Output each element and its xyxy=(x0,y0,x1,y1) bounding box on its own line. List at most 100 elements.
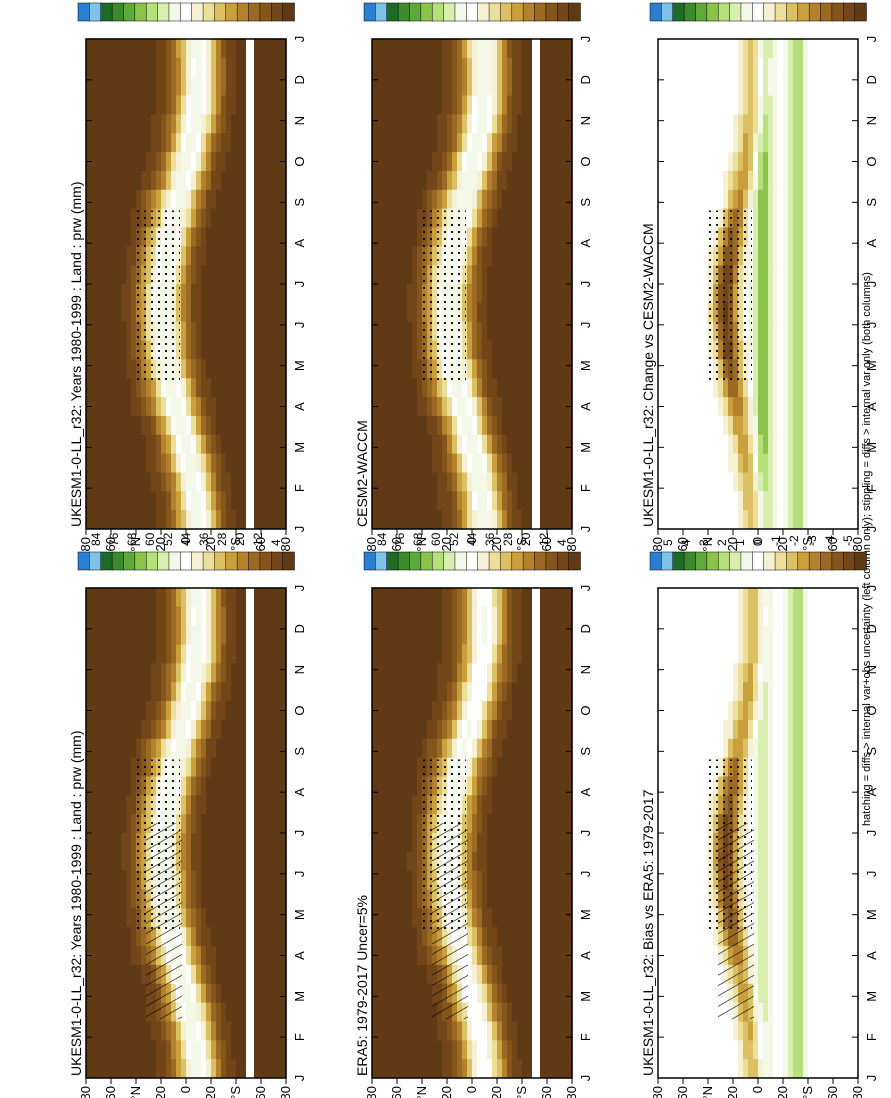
x-tick-label: N xyxy=(864,665,879,674)
heat-cell xyxy=(502,321,508,341)
heat-cell xyxy=(151,113,157,134)
heat-cell xyxy=(91,813,97,833)
heat-cell xyxy=(136,681,142,702)
heat-cell xyxy=(758,643,764,664)
heat-cell xyxy=(848,1039,854,1060)
y-tick-label: 60 xyxy=(103,1086,118,1098)
heat-cell xyxy=(442,700,448,720)
heat-cell xyxy=(96,719,102,739)
heat-cell xyxy=(161,738,167,758)
heat-cell xyxy=(818,738,824,758)
heat-cell xyxy=(497,625,503,645)
heat-cell xyxy=(261,719,267,739)
heat-cell xyxy=(241,453,247,473)
heat-cell xyxy=(527,377,533,398)
heat-cell xyxy=(683,738,689,758)
heat-cell xyxy=(472,681,478,702)
heat-cell xyxy=(773,832,779,852)
heat-cell xyxy=(96,851,102,871)
heat-cell xyxy=(191,377,197,398)
heat-cell xyxy=(552,643,558,664)
heat-cell xyxy=(372,377,378,398)
heat-cell xyxy=(833,681,839,702)
heat-cell xyxy=(547,983,553,1003)
heat-cell xyxy=(693,888,699,909)
heat-cell xyxy=(131,870,137,890)
heat-cell xyxy=(126,94,132,115)
heat-cell xyxy=(136,396,142,416)
heat-cell xyxy=(552,509,558,529)
heat-cell xyxy=(141,662,147,683)
heat-cell xyxy=(377,396,383,416)
heat-cell xyxy=(382,851,388,871)
heat-cell xyxy=(146,453,152,473)
heat-cell xyxy=(502,700,508,720)
heat-cell xyxy=(231,113,237,134)
heat-cell xyxy=(693,1039,699,1060)
heat-cell xyxy=(236,509,242,529)
heat-cell xyxy=(256,208,262,228)
heat-cell xyxy=(91,339,97,360)
heat-cell xyxy=(417,945,423,965)
colorbar-swatch xyxy=(763,551,776,571)
heat-cell xyxy=(477,719,483,739)
heat-cell xyxy=(166,453,172,473)
heat-cell xyxy=(221,719,227,739)
heat-cell xyxy=(101,358,107,379)
heat-cell xyxy=(753,907,759,928)
heat-cell xyxy=(407,662,413,683)
heat-cell xyxy=(211,832,217,852)
heat-cell xyxy=(708,681,714,702)
heat-cell xyxy=(261,983,267,1003)
heat-cell xyxy=(708,983,714,1003)
heat-cell xyxy=(482,358,488,379)
heat-cell xyxy=(402,926,408,947)
heat-cell xyxy=(181,396,187,416)
heat-cell xyxy=(261,738,267,758)
heat-cell xyxy=(201,339,207,360)
heat-cell xyxy=(201,888,207,909)
heat-cell xyxy=(216,434,222,454)
heat-cell xyxy=(542,775,548,796)
heat-cell xyxy=(477,1002,483,1022)
heat-cell xyxy=(517,377,523,398)
heat-cell xyxy=(211,321,217,341)
colorbar-swatch xyxy=(259,2,273,22)
heat-cell xyxy=(106,1002,112,1022)
heat-cell xyxy=(512,851,518,871)
heat-cell xyxy=(131,113,137,134)
heat-cell xyxy=(141,964,147,984)
heat-cell xyxy=(698,681,704,702)
heat-cell xyxy=(382,471,388,492)
heat-cell xyxy=(101,189,107,209)
heat-cell xyxy=(382,719,388,739)
heat-cell xyxy=(136,57,142,77)
heat-cell xyxy=(833,643,839,664)
heat-cell xyxy=(281,926,287,947)
heat-cell xyxy=(678,794,684,815)
heat-cell xyxy=(216,377,222,398)
heat-cell xyxy=(276,509,282,529)
heat-cell xyxy=(211,264,217,284)
heat-cell xyxy=(126,302,132,322)
y-tick-label: 0 xyxy=(178,1086,193,1093)
heat-cell xyxy=(542,453,548,473)
heat-cell xyxy=(753,1002,759,1022)
heat-cell xyxy=(216,208,222,228)
heat-cell xyxy=(276,643,282,664)
heat-cell xyxy=(773,662,779,683)
heat-cell xyxy=(828,681,834,702)
heat-cell xyxy=(547,358,553,379)
heat-cell xyxy=(507,490,513,511)
heat-cell xyxy=(848,606,854,626)
heat-cell xyxy=(698,1039,704,1060)
heat-cell xyxy=(838,1039,844,1060)
heat-cell xyxy=(211,245,217,266)
heat-cell xyxy=(512,625,518,645)
heat-cell xyxy=(567,1039,573,1060)
heat-cell xyxy=(111,1039,117,1060)
heat-cell xyxy=(437,453,443,473)
heat-cell xyxy=(236,339,242,360)
heat-cell xyxy=(236,813,242,833)
heat-cell xyxy=(542,851,548,871)
